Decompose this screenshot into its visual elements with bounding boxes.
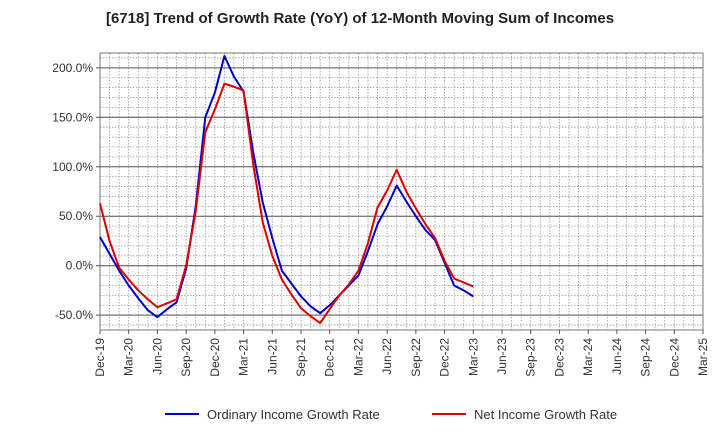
x-tick-label: Sep-21	[294, 338, 308, 377]
x-tick-label: Jun-24	[610, 338, 624, 375]
x-tick-label: Sep-22	[409, 338, 423, 377]
x-tick-label: Jun-22	[380, 338, 394, 375]
x-tick-label: Mar-20	[122, 338, 136, 376]
y-tick-label: 150.0%	[52, 110, 93, 124]
legend-label: Net Income Growth Rate	[474, 407, 617, 422]
x-tick-label: Sep-20	[179, 338, 193, 377]
chart-title: [6718] Trend of Growth Rate (YoY) of 12-…	[105, 10, 615, 27]
y-tick-label: 100.0%	[52, 160, 93, 174]
x-tick-label: Dec-21	[323, 338, 337, 377]
x-tick-label: Sep-24	[639, 338, 653, 377]
plot-area	[100, 53, 703, 330]
x-tick-label: Dec-24	[667, 338, 681, 377]
y-tick-label: 0.0%	[66, 259, 94, 273]
series-line-ordinary-income	[99, 54, 474, 319]
x-tick-label: Mar-23	[466, 338, 480, 376]
x-tick-label: Dec-20	[208, 338, 222, 377]
x-tick-label: Dec-23	[552, 338, 566, 377]
plot-frame	[99, 52, 704, 331]
x-tick-label: Mar-22	[351, 338, 365, 376]
x-tick-label: Mar-25	[696, 338, 710, 376]
legend-label: Ordinary Income Growth Rate	[207, 407, 380, 422]
x-tick-label: Mar-21	[237, 338, 251, 376]
x-tick-label: Jun-21	[265, 338, 279, 375]
x-tick-label: Dec-22	[438, 338, 452, 377]
x-tick-label: Sep-23	[524, 338, 538, 377]
y-tick-label: 50.0%	[59, 209, 93, 223]
x-tick-label: Jun-23	[495, 338, 509, 375]
x-tick-label: Mar-24	[581, 338, 595, 376]
y-tick-label: 200.0%	[52, 61, 93, 75]
x-tick-label: Jun-20	[150, 338, 164, 375]
series-line-net-income	[99, 82, 474, 325]
y-tick-label: -50.0%	[55, 308, 93, 322]
x-tick-label: Dec-19	[93, 338, 107, 377]
